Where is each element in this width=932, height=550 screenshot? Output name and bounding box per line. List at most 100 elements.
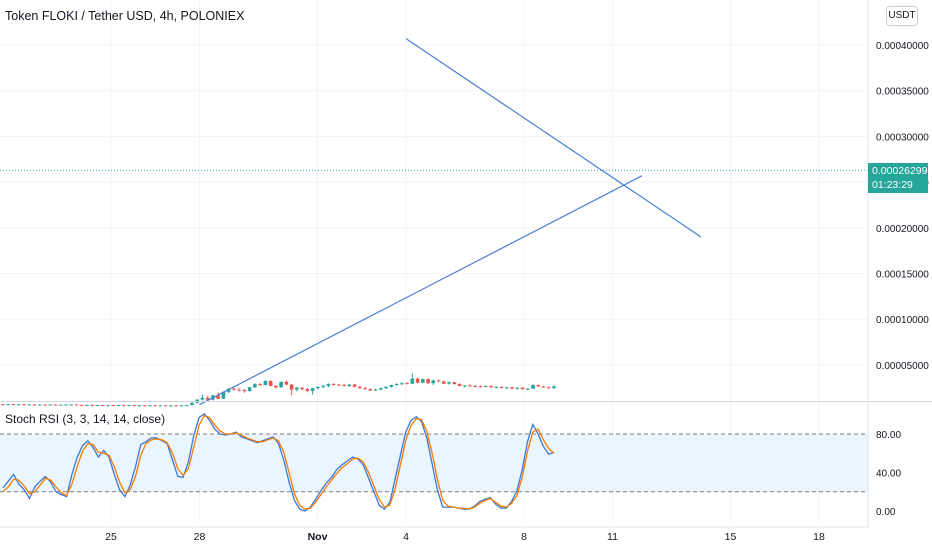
indicator-lines xyxy=(2,412,555,512)
candle-body xyxy=(237,389,241,391)
y-tick-label: 0.00010000 xyxy=(876,315,929,326)
trendline-upper xyxy=(405,38,702,238)
candle xyxy=(436,379,441,383)
candle xyxy=(116,405,121,407)
candle xyxy=(163,405,168,407)
candle-body xyxy=(389,385,394,387)
candle xyxy=(400,382,404,386)
candle xyxy=(316,386,320,390)
trendline-lower xyxy=(199,175,643,406)
candle-body xyxy=(384,386,388,389)
candle-body xyxy=(148,405,152,407)
candle-body xyxy=(200,397,205,400)
candle-body xyxy=(363,388,367,390)
currency-badge[interactable]: USDT xyxy=(886,6,918,26)
candle-body xyxy=(232,388,236,390)
candle-body xyxy=(342,385,346,387)
candle-body xyxy=(158,405,163,407)
candle xyxy=(137,405,142,407)
candle-body xyxy=(462,385,467,387)
candle-body xyxy=(74,404,79,406)
candle xyxy=(295,386,299,392)
candle xyxy=(11,404,16,406)
candle-body xyxy=(221,391,226,399)
candle xyxy=(279,381,283,388)
candle-body xyxy=(373,389,378,391)
candle xyxy=(504,386,509,389)
candle xyxy=(342,383,346,387)
candle-body xyxy=(520,387,525,390)
indicator-y-tick-label: 80.00 xyxy=(876,430,901,441)
candle xyxy=(237,388,241,392)
trendlines[interactable] xyxy=(199,38,702,406)
candle-body xyxy=(90,404,95,406)
candle xyxy=(536,384,541,387)
candle-body xyxy=(142,405,147,407)
candle-body xyxy=(536,385,541,387)
candle-body xyxy=(421,379,425,383)
candle-body xyxy=(116,405,121,407)
candle-body xyxy=(284,381,289,385)
candle xyxy=(525,388,530,391)
candle-body xyxy=(473,385,478,387)
candle-body xyxy=(447,382,451,384)
candle xyxy=(53,404,58,406)
candle-body xyxy=(79,404,84,406)
candle-body xyxy=(358,386,362,389)
candle xyxy=(373,388,378,391)
indicator-y-tick-label: 0.00 xyxy=(876,507,896,518)
candle-body xyxy=(499,386,504,388)
candle-body xyxy=(321,385,325,387)
candle-body xyxy=(331,384,336,386)
candle xyxy=(16,404,21,406)
candle-body xyxy=(289,384,294,390)
candle xyxy=(520,387,525,390)
candle xyxy=(100,404,105,407)
candle xyxy=(421,378,425,384)
candle xyxy=(483,385,488,388)
x-tick-label: 4 xyxy=(403,531,409,543)
candle xyxy=(452,381,457,385)
candle-body xyxy=(300,387,304,390)
candle-body xyxy=(106,405,110,407)
candle-body xyxy=(184,405,189,407)
x-tick-label: Nov xyxy=(308,531,328,543)
candles xyxy=(1,373,556,407)
candle xyxy=(263,380,268,386)
candle xyxy=(258,383,262,386)
candle-body xyxy=(295,387,299,390)
candle xyxy=(148,405,152,407)
candle-body xyxy=(394,384,399,386)
candle-body xyxy=(216,395,220,399)
candle-body xyxy=(352,384,357,387)
last-price-tag: 0.00026299 01:23:29 xyxy=(868,163,928,193)
candle-body xyxy=(190,402,194,406)
candle-body xyxy=(305,389,310,391)
candle-body xyxy=(179,405,184,407)
candle-body xyxy=(379,388,383,390)
candle xyxy=(242,389,247,393)
x-tick-label: 25 xyxy=(105,531,117,543)
candle-body xyxy=(426,379,430,384)
candle xyxy=(22,404,26,406)
x-tick-label: 11 xyxy=(607,531,618,543)
candle xyxy=(457,383,462,387)
stoch-rsi-series-1 xyxy=(2,412,555,512)
candle-body xyxy=(279,381,283,388)
candle xyxy=(447,381,451,385)
candle xyxy=(546,386,551,389)
candle xyxy=(478,385,483,388)
candle-body xyxy=(169,405,173,407)
candle xyxy=(274,385,278,389)
candle-body xyxy=(58,404,63,406)
candle-body xyxy=(242,390,247,392)
candle-body xyxy=(226,388,231,392)
candle xyxy=(153,405,157,407)
y-tick-label: 0.00040000 xyxy=(876,41,929,52)
candle xyxy=(489,385,493,388)
x-tick-label: 18 xyxy=(813,531,825,543)
candle xyxy=(268,380,273,387)
candle xyxy=(415,377,420,384)
